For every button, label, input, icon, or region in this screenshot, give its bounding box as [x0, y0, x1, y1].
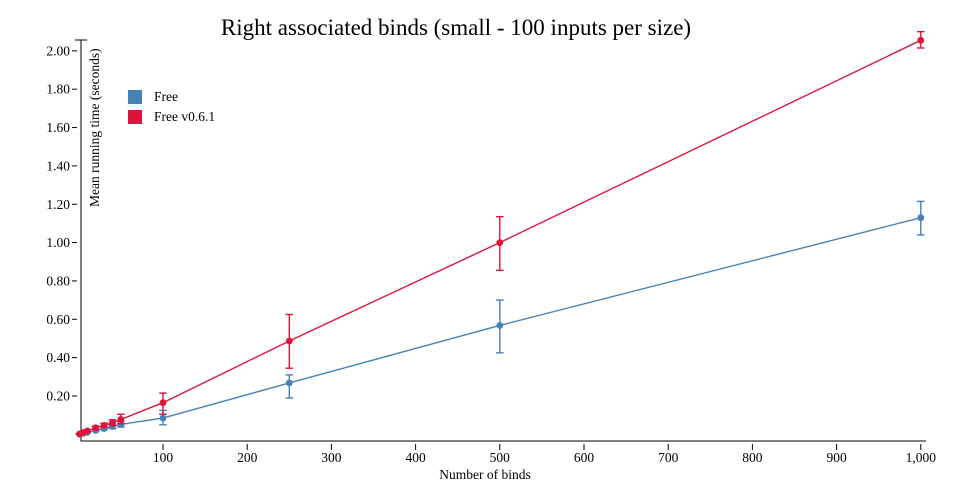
y-axis-label: Mean running time (seconds) — [87, 48, 102, 207]
chart-title: Right associated binds (small - 100 inpu… — [220, 15, 692, 40]
y-tick-label: 1.00 — [46, 235, 70, 250]
data-point — [496, 322, 504, 329]
data-point — [159, 414, 167, 422]
series-free-v0-6-1 — [75, 30, 925, 438]
y-ticks: 0.20 0.40 0.60 0.80 1.00 1.20 1.40 1.60 1.80 2.00 — [46, 43, 77, 404]
y-tick-label: 0.80 — [46, 273, 70, 288]
axes — [75, 39, 926, 442]
legend-swatch-free-v0-6-1 — [128, 110, 142, 124]
y-tick-label: 0.60 — [46, 312, 70, 327]
x-tick-label: 900 — [826, 450, 847, 465]
y-tick-label: 2.00 — [46, 43, 70, 58]
legend-swatch-free — [128, 90, 142, 104]
data-point — [159, 399, 167, 407]
legend-item-free-v0-6-1: Free v0.6.1 — [128, 110, 215, 124]
axis-lines — [80, 40, 926, 442]
x-axis-label: Number of binds — [439, 467, 531, 482]
y-tick-label: 1.60 — [46, 120, 70, 135]
legend-item-free: Free — [128, 90, 215, 104]
x-tick-label: 200 — [237, 450, 258, 465]
data-point — [285, 337, 293, 345]
x-tick-label: 100 — [153, 450, 174, 465]
data-point — [109, 419, 116, 427]
x-tick-label: 700 — [658, 450, 679, 465]
error-bar — [285, 374, 294, 399]
x-tick-label: 600 — [574, 450, 595, 465]
x-tick-label: 500 — [490, 450, 511, 465]
data-point — [285, 379, 293, 387]
data-point — [496, 239, 504, 247]
data-point — [83, 427, 91, 435]
y-tick-label: 1.80 — [46, 82, 70, 97]
x-tick-label: 300 — [321, 450, 342, 465]
y-tick-label: 1.40 — [46, 158, 70, 173]
x-ticks: 100 200 300 400 500 600 700 800 900 1,000 — [153, 444, 936, 465]
y-tick-label: 0.20 — [46, 389, 70, 404]
x-tick-label: 800 — [742, 450, 763, 465]
data-point — [92, 424, 100, 432]
data-point — [117, 420, 125, 428]
y-tick-label: 1.20 — [46, 197, 70, 212]
data-point — [100, 421, 108, 429]
data-point — [917, 214, 925, 222]
y-tick-label: 0.40 — [46, 350, 70, 365]
data-point — [917, 36, 925, 44]
legend-label-free-v0-6-1: Free v0.6.1 — [154, 109, 216, 124]
x-tick-label: 400 — [405, 450, 426, 465]
x-tick-label: 1,000 — [906, 450, 937, 465]
legend-label-free: Free — [154, 89, 178, 104]
legend: Free Free v0.6.1 — [128, 90, 215, 124]
data-point — [117, 415, 125, 423]
